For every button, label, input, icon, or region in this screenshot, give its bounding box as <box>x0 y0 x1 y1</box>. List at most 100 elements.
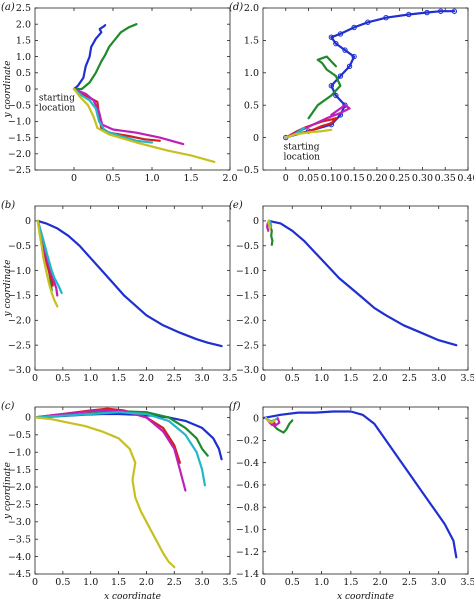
plot-frame <box>262 406 469 575</box>
y-tick-label: −1.0 <box>236 266 259 277</box>
y-tick-label: −0.2 <box>236 436 259 447</box>
x-tick-label: 2.5 <box>402 577 417 588</box>
x-tick-label: 1.5 <box>111 577 126 588</box>
y-tick-label: −3.0 <box>8 517 31 528</box>
series-group <box>263 410 458 559</box>
series-line-6 <box>284 128 333 139</box>
y-tick-label: 0 <box>25 216 31 227</box>
x-tick-label: 0 <box>32 373 38 384</box>
chart-panel-c: 0 0.5 1.0 1.5 2.0 2.5 3.0 3.5 −4.5 −4.0 −3.5 −3.0 −2… <box>1 401 238 602</box>
y-tick-label: 0 <box>25 413 31 424</box>
series-line-1 <box>284 10 456 139</box>
series-point <box>424 9 430 16</box>
series-point <box>365 19 371 25</box>
x-axis-title: x coordinate <box>104 592 161 602</box>
x-tick-label: 2.0 <box>139 577 154 588</box>
annotation-text: starting <box>39 93 75 103</box>
x-tick-label: 0 <box>260 373 266 384</box>
y-tick-label: −0.5 <box>236 241 259 252</box>
series-point <box>328 83 335 89</box>
annotation-text: location <box>284 152 321 162</box>
series-point <box>351 24 357 31</box>
y-tick-label: −2.5 <box>8 340 31 351</box>
y-tick-label: −1.5 <box>236 291 259 302</box>
x-tick-label: 0.5 <box>105 173 120 184</box>
series-point <box>342 102 348 108</box>
y-tick-label: −0.5 <box>8 430 31 441</box>
y-tick-label: 2.5 <box>16 3 31 14</box>
x-tick-label: 2.5 <box>402 373 417 384</box>
x-tick-label: 0 <box>71 173 77 184</box>
annotation-text: starting <box>284 142 320 152</box>
plot-frame <box>262 7 469 171</box>
y-tick-label: −0.6 <box>236 480 259 491</box>
x-tick-label: 0.5 <box>55 373 70 384</box>
y-tick-label: −2.0 <box>8 482 31 493</box>
y-tick-label: −2.5 <box>236 340 259 351</box>
plot-frame <box>34 7 231 171</box>
x-tick-label: 0.05 <box>298 173 319 184</box>
series-group <box>35 407 223 569</box>
x-tick-label: 2.0 <box>139 373 154 384</box>
x-tick-label: 1.0 <box>144 173 159 184</box>
x-tick-label: 3.5 <box>460 577 474 588</box>
series-line-1 <box>267 219 458 347</box>
series-point <box>333 92 339 99</box>
x-tick-label: 0 <box>283 173 289 184</box>
x-tick-label: 3.0 <box>195 577 210 588</box>
x-tick-label: 1.5 <box>183 173 198 184</box>
y-tick-label: 1.0 <box>16 52 31 63</box>
y-tick-label: −0.5 <box>8 241 31 252</box>
y-axis-title: y coordinate <box>3 260 13 318</box>
chart-panel-f: 0 0.5 1.0 1.5 2.0 2.5 3.0 3.5 −1.4 −1.2 −1.0 −0.8 −0… <box>229 401 474 602</box>
series-line-2 <box>35 410 209 457</box>
x-tick-label: 0 <box>32 577 38 588</box>
y-tick-label: −0.5 <box>236 165 259 176</box>
series-group <box>72 23 216 163</box>
x-tick-label: 2.0 <box>373 577 388 588</box>
chart-panel-a: 0 0.5 1.0 1.5 2.0 −2.5 −2.0 −1.5 −1.0 −0.5 0 0.5 1.0… <box>1 2 238 184</box>
x-axis-title: x coordinate <box>337 592 394 602</box>
panel-label: (a) <box>1 2 15 13</box>
panel-label: (d) <box>229 2 243 13</box>
y-tick-label: 1.5 <box>16 36 31 47</box>
y-tick-label: −2.0 <box>236 316 259 327</box>
x-tick-label: 0.25 <box>389 173 410 184</box>
series-line-4 <box>35 409 187 492</box>
y-tick-label: −1.5 <box>8 133 31 144</box>
y-tick-label: −4.5 <box>8 569 31 580</box>
x-tick-label: 0.5 <box>285 577 300 588</box>
y-tick-label: 0 <box>253 413 259 424</box>
x-tick-label: 0.20 <box>366 173 387 184</box>
x-tick-label: 0.10 <box>321 173 342 184</box>
y-tick-label: 1.5 <box>244 36 259 47</box>
x-tick-label: 1.5 <box>343 373 358 384</box>
y-tick-label: 0 <box>253 216 259 227</box>
y-axis-title: y coordinate <box>3 61 13 119</box>
x-tick-label: 0.15 <box>344 173 365 184</box>
x-tick-label: 0.5 <box>285 373 300 384</box>
series-group <box>283 8 458 141</box>
series-point <box>333 40 339 47</box>
series-line-6 <box>72 87 216 163</box>
x-tick-label: 1.5 <box>111 373 126 384</box>
x-tick-label: 0 <box>260 577 266 588</box>
y-tick-label: −2.5 <box>8 500 31 511</box>
series-line-2 <box>72 23 138 91</box>
series-line-3 <box>72 87 161 142</box>
x-tick-label: 2.5 <box>167 577 182 588</box>
y-tick-label: −3.5 <box>8 534 31 545</box>
y-tick-label: 0 <box>25 84 31 95</box>
series-line-6 <box>264 417 276 424</box>
series-point <box>406 11 412 18</box>
y-tick-label: −0.5 <box>8 100 31 111</box>
x-tick-label: 1.0 <box>314 577 329 588</box>
series-point <box>346 63 353 70</box>
y-tick-label: 1.0 <box>244 68 259 79</box>
y-tick-label: −2.0 <box>8 316 31 327</box>
x-tick-label: 2.5 <box>167 373 182 384</box>
x-tick-label: 1.0 <box>83 577 98 588</box>
series-line-6 <box>36 219 59 308</box>
y-tick-label: −2.0 <box>8 149 31 160</box>
